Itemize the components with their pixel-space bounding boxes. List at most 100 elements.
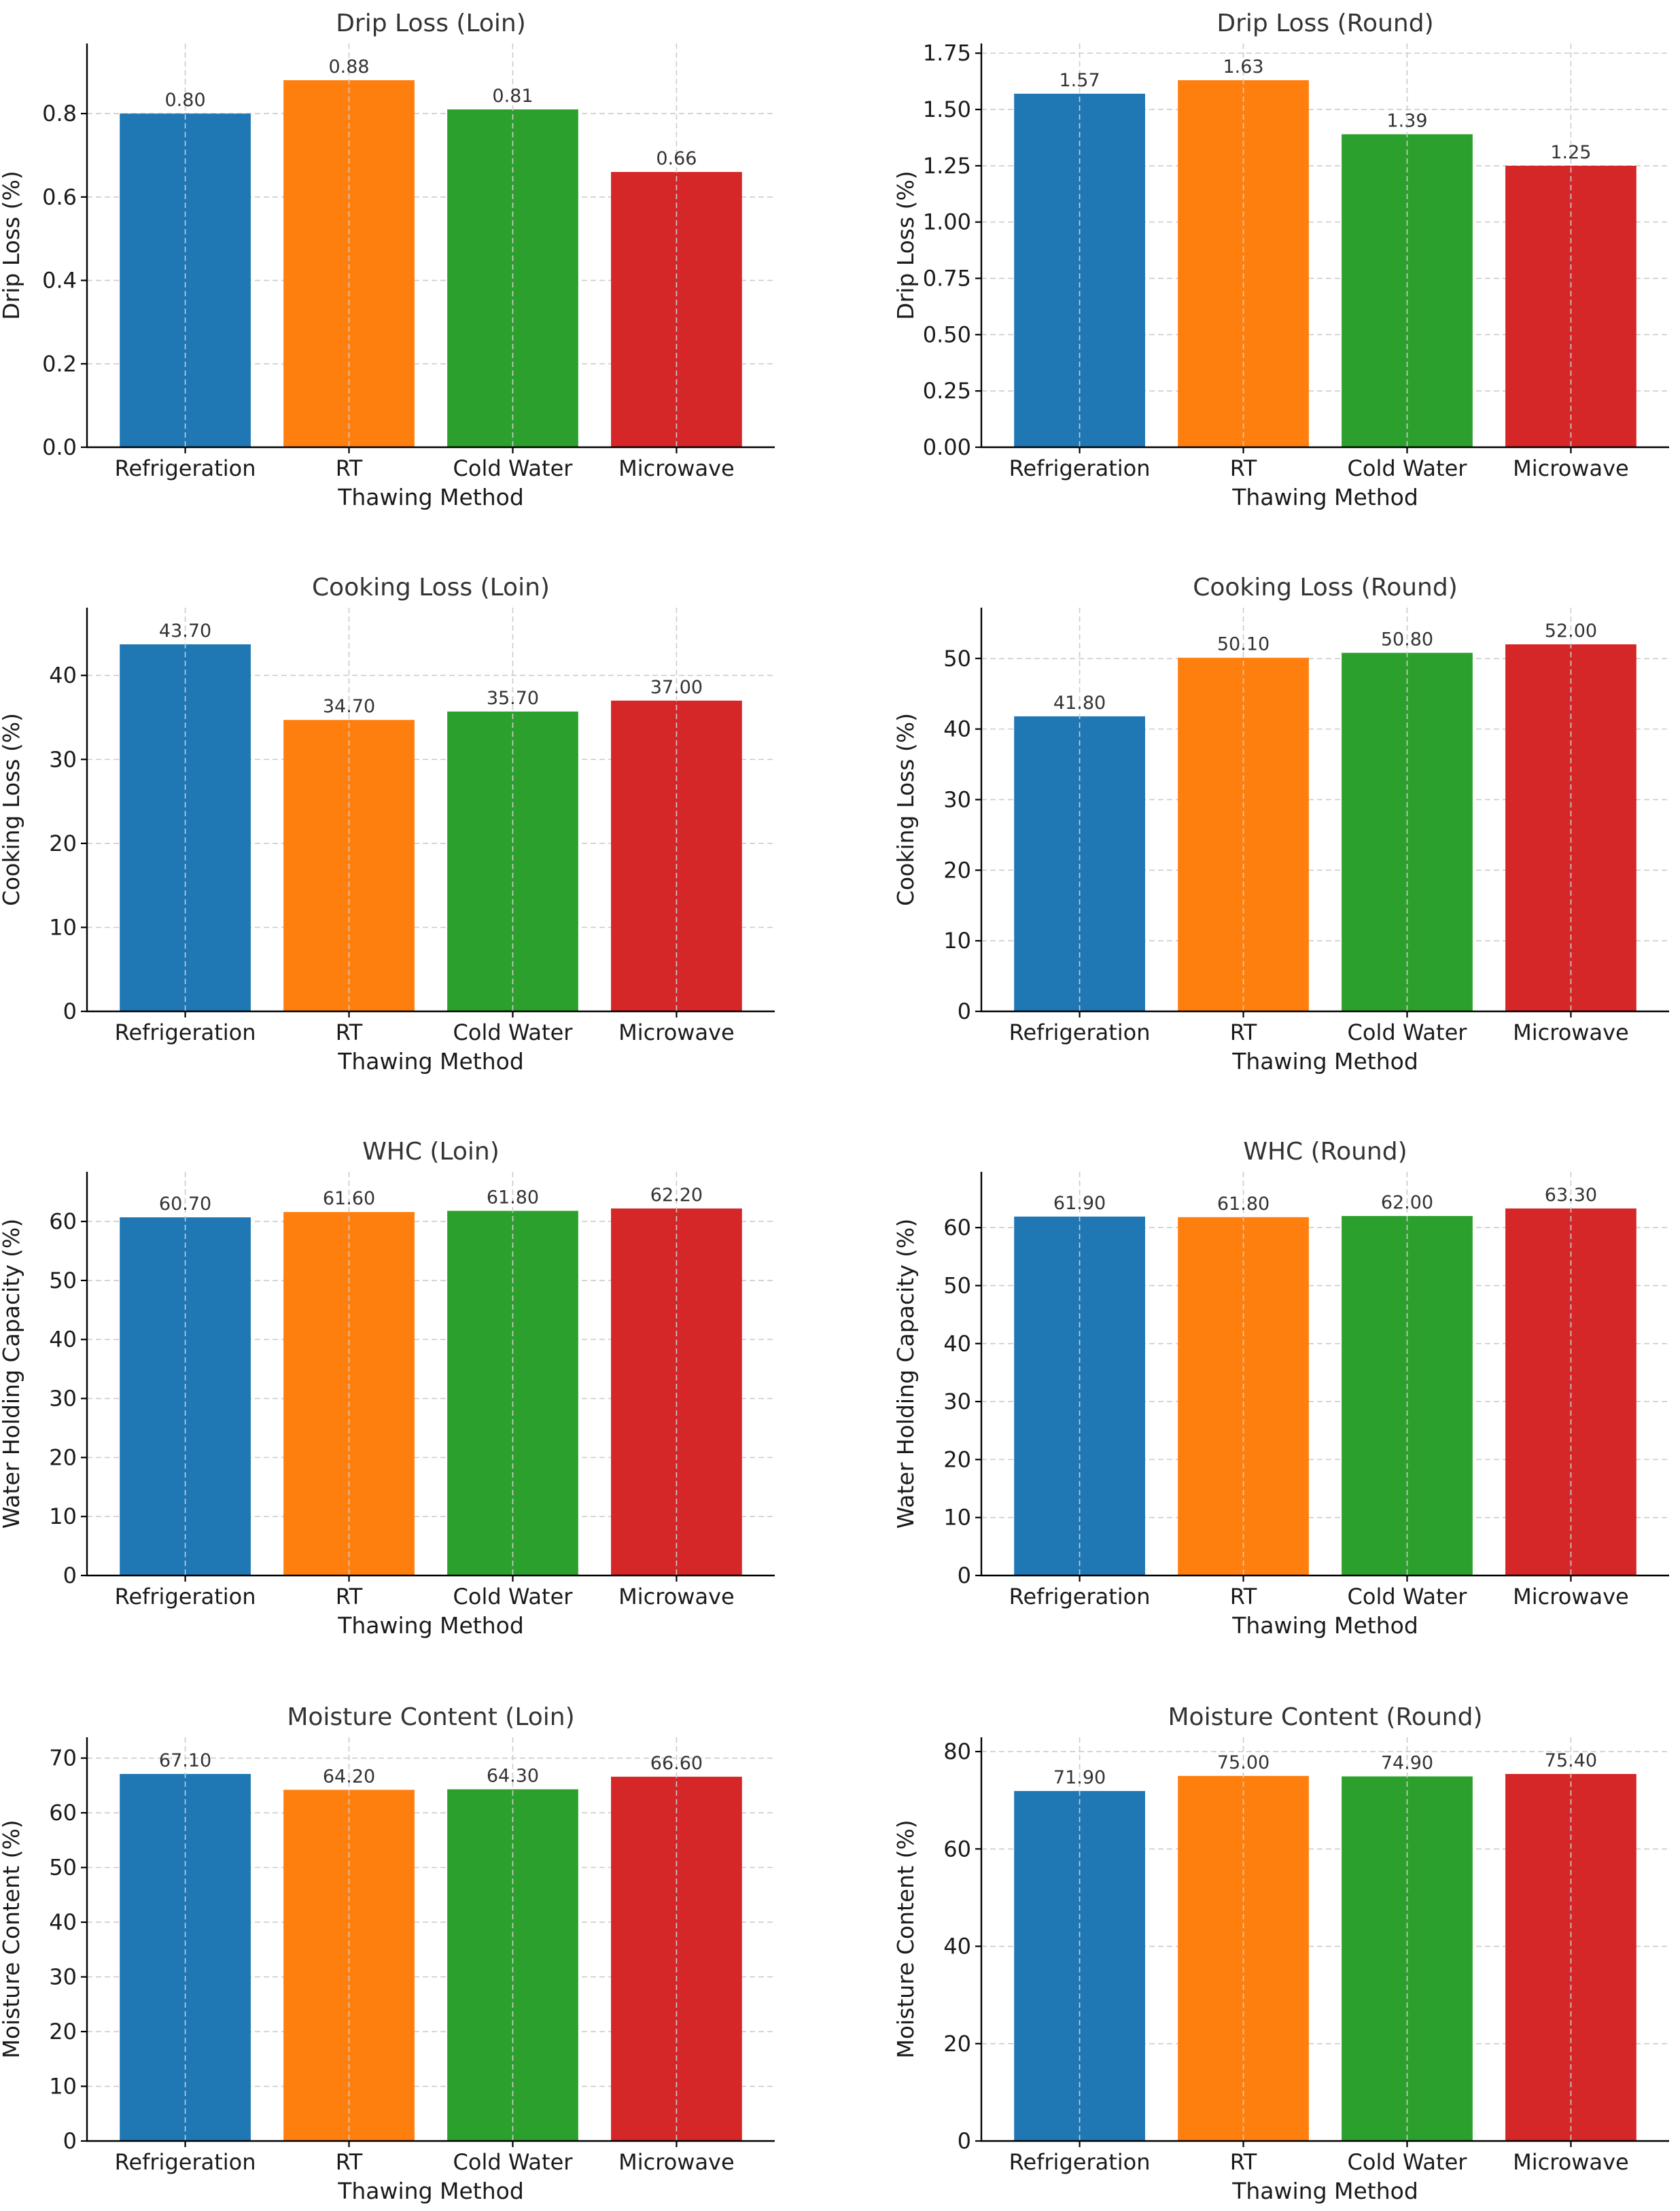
chart-panel-8: 71.90 75.00 74.90 75.40 0 20 40 60 80 Refrigerati… <box>892 1703 1669 2204</box>
chart-title: Cooking Loss (Loin) <box>312 574 550 602</box>
bar-value-label: 74.90 <box>1381 1753 1433 1774</box>
y-tick-label: 1.50 <box>923 97 971 122</box>
x-tick-label: Cold Water <box>453 1020 574 1045</box>
chart-panel-1: 0.80 0.88 0.81 0.66 0.0 0.2 0.4 0.6 0.8 Refrigera… <box>0 10 775 510</box>
bar-refrigeration <box>1014 93 1145 447</box>
bar-value-label: 61.80 <box>487 1187 539 1208</box>
y-tick-label: 60 <box>943 1836 971 1862</box>
y-tick-label: 50 <box>49 1268 77 1293</box>
bar-value-label: 35.70 <box>487 688 539 709</box>
x-axis-label: Thawing Method <box>337 2178 524 2204</box>
bar-value-label: 50.10 <box>1217 634 1270 655</box>
bar-value-label: 52.00 <box>1545 621 1597 642</box>
bar-value-label: 0.80 <box>165 90 206 111</box>
y-tick-label: 0 <box>958 1563 971 1588</box>
x-tick-label: Microwave <box>1513 1584 1629 1609</box>
x-tick-label: RT <box>336 2149 363 2175</box>
x-tick-label: Microwave <box>618 1584 735 1609</box>
bar-value-label: 1.57 <box>1060 70 1100 91</box>
y-tick-label: 0 <box>63 2128 77 2154</box>
chart-title: WHC (Loin) <box>362 1138 500 1166</box>
x-axis-label: Thawing Method <box>337 484 524 510</box>
chart-title: Cooking Loss (Round) <box>1193 574 1458 602</box>
bar-value-label: 66.60 <box>650 1753 703 1774</box>
chart-title: Moisture Content (Loin) <box>287 1703 574 1731</box>
y-tick-label: 30 <box>49 1964 77 1990</box>
y-tick-label: 0.4 <box>42 268 77 294</box>
bar-value-label: 61.60 <box>323 1188 375 1209</box>
x-tick-label: RT <box>336 1584 363 1609</box>
y-tick-label: 30 <box>943 786 971 812</box>
chart-panel-2: 1.57 1.63 1.39 1.25 0.00 0.25 0.50 0.75 1.00 1.25… <box>892 10 1669 510</box>
bar-value-label: 60.70 <box>159 1194 211 1215</box>
y-tick-label: 0.2 <box>42 351 77 377</box>
x-tick-label: RT <box>1230 1584 1257 1609</box>
y-axis-label: Cooking Loss (%) <box>0 713 24 906</box>
y-tick-label: 0.6 <box>42 184 77 210</box>
y-axis-label: Moisture Content (%) <box>892 1820 919 2058</box>
bar-rt <box>283 1790 415 2141</box>
chart-title: Moisture Content (Round) <box>1168 1703 1483 1731</box>
y-axis-label: Moisture Content (%) <box>0 1820 24 2058</box>
bar-value-label: 75.00 <box>1217 1752 1270 1773</box>
x-tick-label: Refrigeration <box>1009 2149 1151 2175</box>
y-tick-label: 0.50 <box>923 321 971 347</box>
y-tick-label: 30 <box>49 746 77 772</box>
x-tick-label: Refrigeration <box>115 1020 256 1045</box>
y-axis-label: Water Holding Capacity (%) <box>892 1219 919 1529</box>
chart-panel-6: 61.90 61.80 62.00 63.30 0 10 20 30 40 50 60 Refrige… <box>892 1138 1669 1639</box>
y-tick-label: 50 <box>943 1272 971 1298</box>
bar-value-label: 43.70 <box>159 621 211 642</box>
y-tick-label: 0.25 <box>923 378 971 404</box>
bar-value-label: 41.80 <box>1053 693 1106 714</box>
y-tick-label: 0.75 <box>923 266 971 292</box>
x-tick-label: Refrigeration <box>1009 1584 1151 1609</box>
x-tick-label: Refrigeration <box>1009 1020 1151 1045</box>
y-tick-label: 1.25 <box>923 153 971 179</box>
bar-value-label: 0.81 <box>492 86 533 107</box>
bar-value-label: 34.70 <box>323 696 375 717</box>
x-tick-label: RT <box>336 455 363 481</box>
chart-title: Drip Loss (Round) <box>1217 10 1433 37</box>
y-tick-label: 60 <box>49 1800 77 1826</box>
chart-title: Drip Loss (Loin) <box>336 10 526 37</box>
x-axis-label: Thawing Method <box>337 1612 524 1639</box>
x-tick-label: Cold Water <box>1348 455 1468 481</box>
chart-title: WHC (Round) <box>1243 1138 1407 1166</box>
x-axis-label: Thawing Method <box>337 1048 524 1075</box>
y-tick-label: 0.00 <box>923 434 971 460</box>
bar-value-label: 61.80 <box>1217 1194 1270 1215</box>
bar-value-label: 50.80 <box>1381 629 1433 650</box>
y-axis-label: Drip Loss (%) <box>892 171 919 320</box>
x-tick-label: RT <box>1230 2149 1257 2175</box>
y-tick-label: 0 <box>63 998 77 1024</box>
y-tick-label: 20 <box>49 1444 77 1470</box>
y-tick-label: 50 <box>49 1855 77 1881</box>
y-tick-label: 30 <box>943 1389 971 1414</box>
y-tick-label: 10 <box>943 1505 971 1531</box>
x-tick-label: RT <box>336 1020 363 1045</box>
y-tick-label: 10 <box>49 1503 77 1529</box>
y-tick-label: 10 <box>49 2074 77 2100</box>
y-tick-label: 10 <box>49 914 77 940</box>
bar-value-label: 71.90 <box>1053 1767 1106 1788</box>
bar-value-label: 37.00 <box>650 677 703 698</box>
chart-panel-3: 43.70 34.70 35.70 37.00 0 10 20 30 40 Refrigerati… <box>0 574 775 1075</box>
x-tick-label: RT <box>1230 455 1257 481</box>
x-tick-label: Refrigeration <box>115 1584 256 1609</box>
x-tick-label: Cold Water <box>453 2149 574 2175</box>
y-tick-label: 20 <box>943 2031 971 2057</box>
bar-value-label: 63.30 <box>1545 1185 1597 1206</box>
y-tick-label: 0.8 <box>42 101 77 126</box>
bar-value-label: 0.66 <box>656 148 697 169</box>
x-tick-label: Cold Water <box>1348 1584 1468 1609</box>
bar-value-label: 1.25 <box>1550 142 1591 163</box>
y-tick-label: 20 <box>943 857 971 883</box>
x-axis-label: Thawing Method <box>1231 1612 1418 1639</box>
y-tick-label: 40 <box>49 1909 77 1935</box>
y-tick-label: 40 <box>943 1331 971 1357</box>
y-tick-label: 40 <box>49 663 77 689</box>
chart-panel-7: 67.10 64.20 64.30 66.60 0 10 20 30 40 50 60 70 Refri… <box>0 1703 775 2204</box>
y-tick-label: 0.0 <box>42 434 77 460</box>
x-tick-label: Refrigeration <box>115 2149 256 2175</box>
